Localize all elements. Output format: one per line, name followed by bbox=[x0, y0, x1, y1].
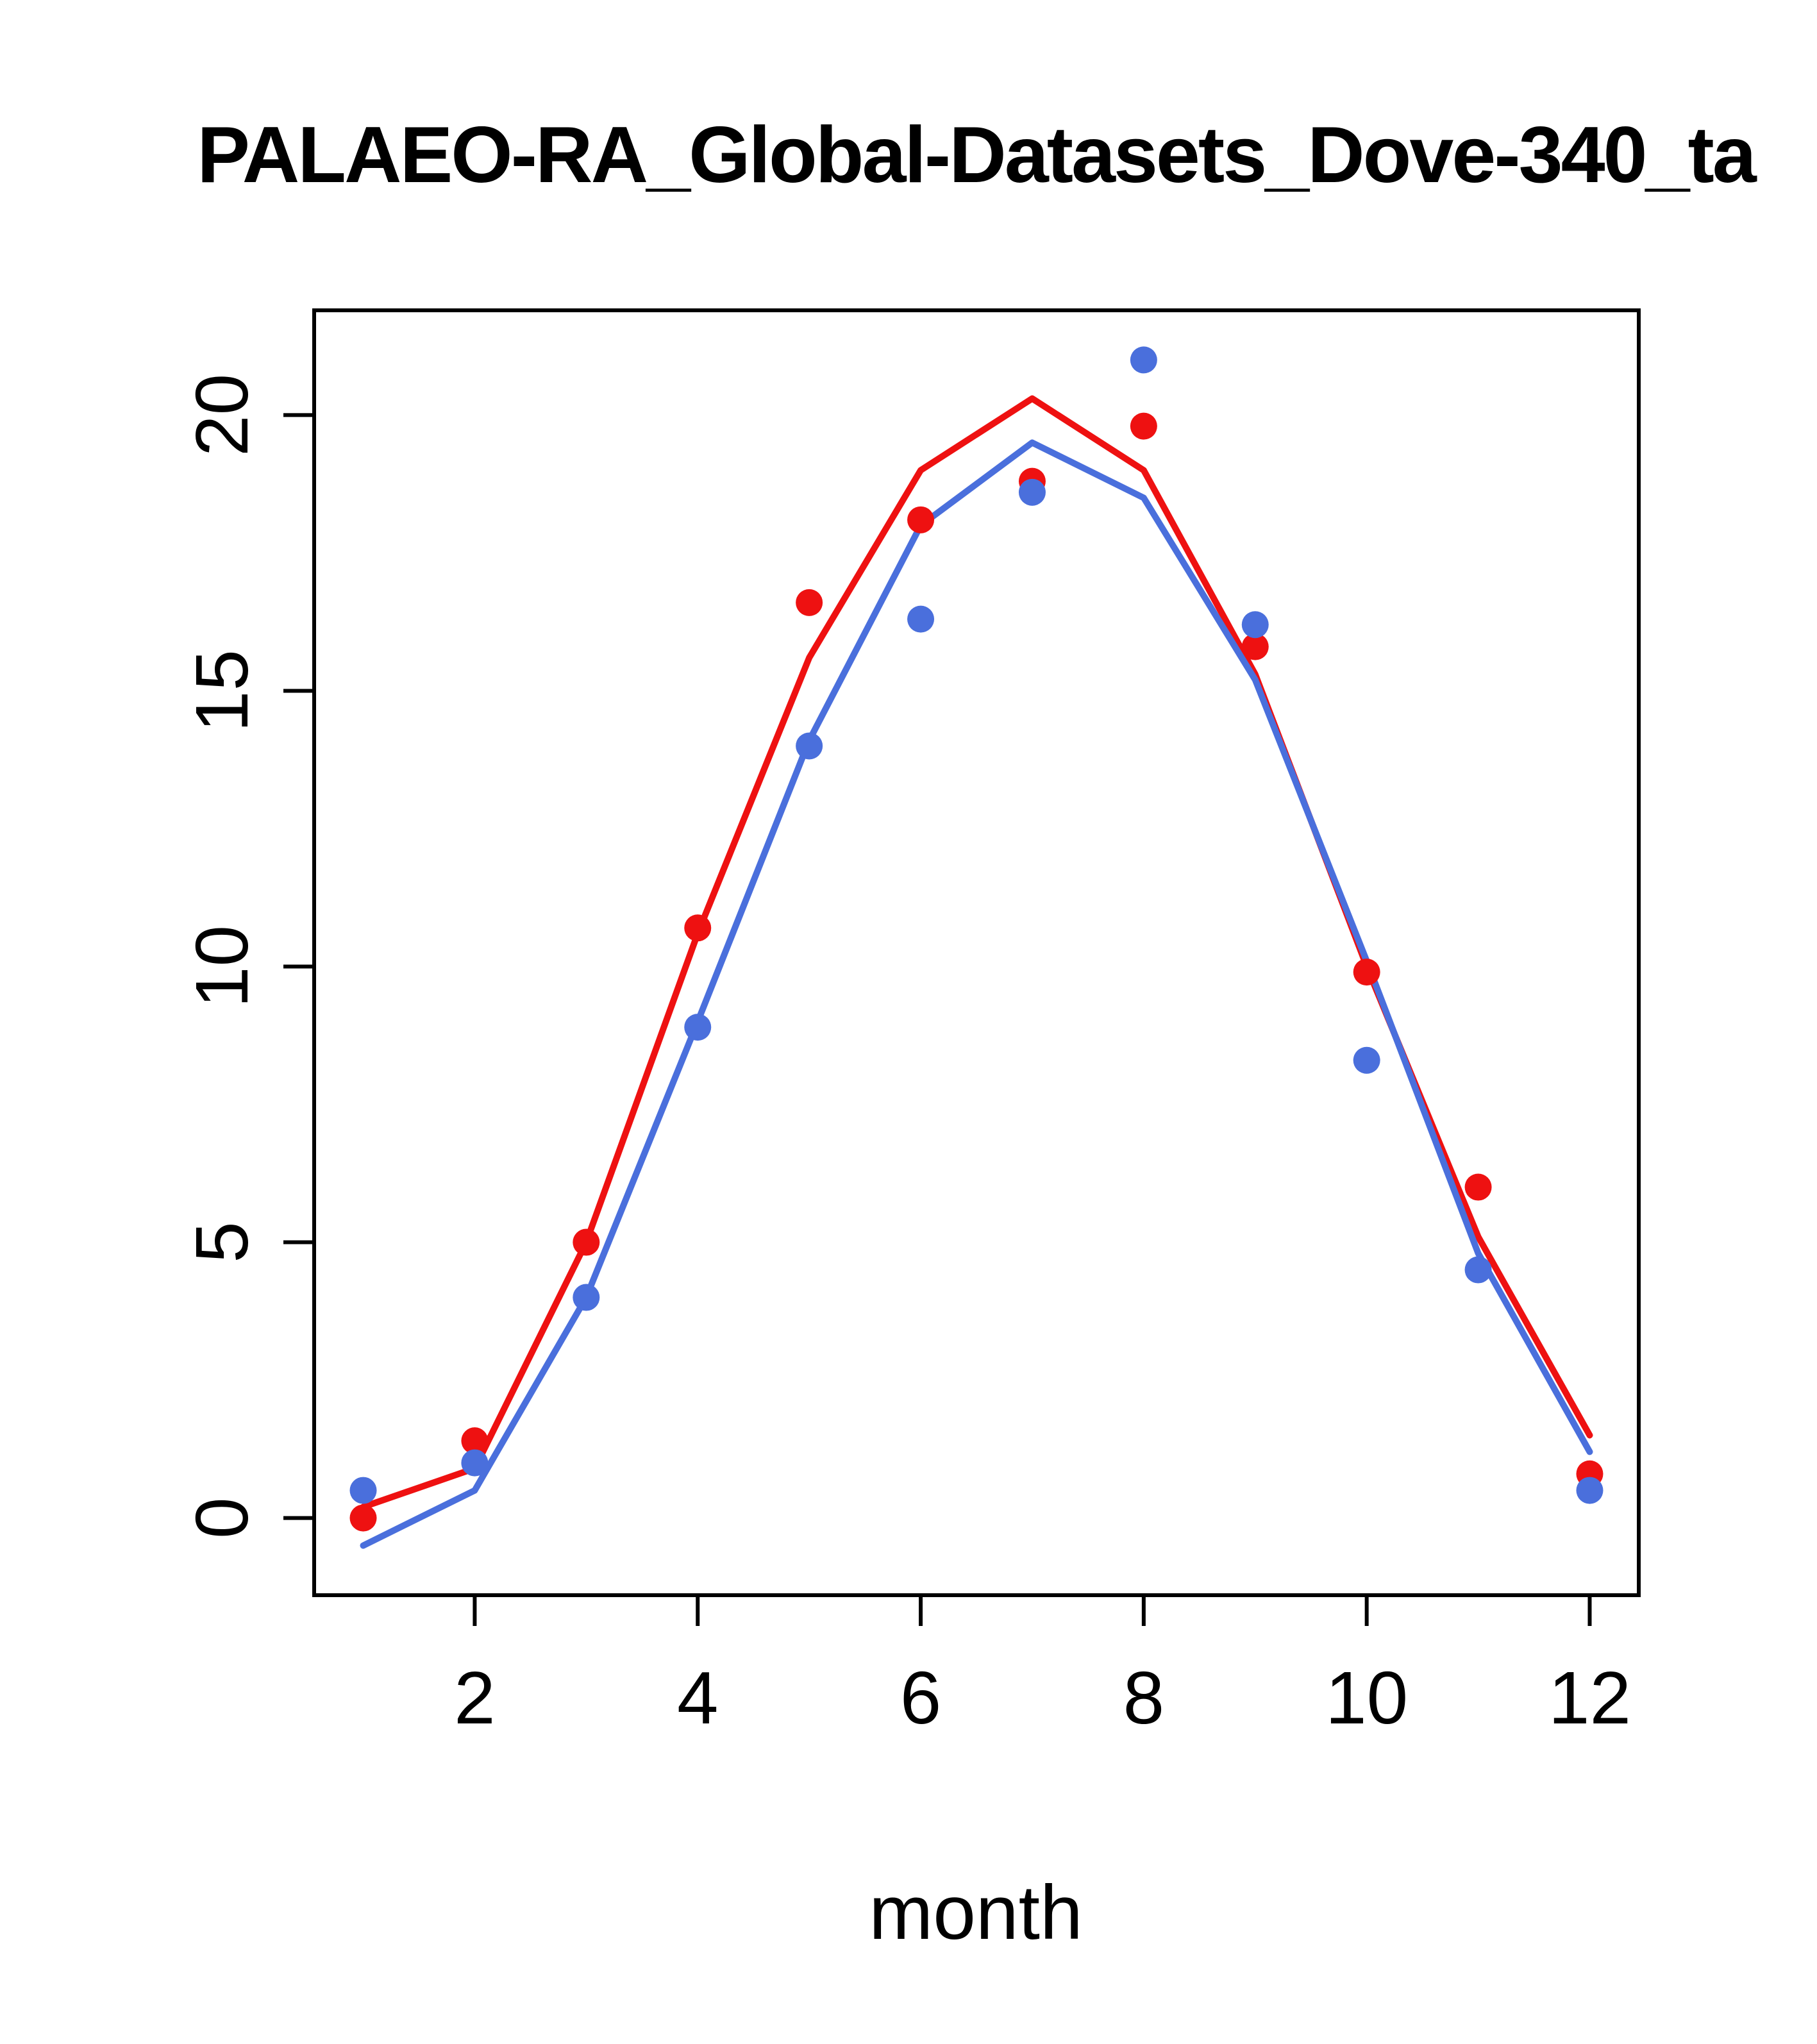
x-tick-label: 4 bbox=[677, 1656, 719, 1739]
blue-points-dot bbox=[1130, 346, 1157, 374]
red-points bbox=[349, 412, 1603, 1532]
blue-points-dot bbox=[1353, 1046, 1380, 1074]
blue-points-dot bbox=[573, 1284, 600, 1311]
blue-points-dot bbox=[1018, 478, 1046, 506]
x-axis-label: month bbox=[869, 1870, 1083, 1956]
red-points-dot bbox=[1464, 1173, 1492, 1201]
y-tick-label: 5 bbox=[180, 1221, 264, 1263]
y-tick-label: 0 bbox=[180, 1497, 264, 1539]
chart-title: PALAEO-RA_Global-Datasets_Dove-340_ta bbox=[197, 111, 1757, 199]
blue-line bbox=[360, 439, 1593, 1549]
red-line bbox=[360, 395, 1593, 1511]
blue-points-dot bbox=[796, 732, 823, 760]
plot-border bbox=[312, 308, 1641, 1597]
blue-points bbox=[349, 346, 1603, 1504]
plot-area: 2 4 6 8 10 12 0 5 10 15 20 bbox=[180, 308, 1641, 1739]
y-tick-label: 10 bbox=[180, 925, 264, 1008]
red-points-dot bbox=[461, 1427, 489, 1455]
red-points-dot bbox=[907, 506, 935, 533]
x-tick-label: 10 bbox=[1325, 1656, 1408, 1739]
blue-points-dot bbox=[1241, 611, 1269, 639]
x-tick-label: 6 bbox=[900, 1656, 942, 1739]
y-tick-label: 20 bbox=[180, 374, 264, 457]
red-points-dot bbox=[1353, 959, 1380, 986]
red-points-dot bbox=[796, 589, 823, 616]
red-points-dot bbox=[573, 1228, 600, 1256]
blue-points-dot bbox=[907, 605, 935, 633]
x-tick-label: 12 bbox=[1548, 1656, 1631, 1739]
red-points-dot bbox=[684, 914, 712, 942]
x-tick-label: 8 bbox=[1123, 1656, 1165, 1739]
blue-points-dot bbox=[461, 1449, 489, 1477]
y-tick-label: 15 bbox=[180, 649, 264, 732]
x-tick-label: 2 bbox=[454, 1656, 496, 1739]
blue-points-dot bbox=[1576, 1477, 1603, 1504]
red-points-dot bbox=[1130, 412, 1157, 440]
red-points-dot bbox=[349, 1504, 377, 1532]
red-points-dot bbox=[1241, 633, 1269, 660]
blue-points-dot bbox=[349, 1477, 377, 1504]
blue-points-dot bbox=[1464, 1256, 1492, 1284]
blue-points-dot bbox=[684, 1014, 712, 1041]
